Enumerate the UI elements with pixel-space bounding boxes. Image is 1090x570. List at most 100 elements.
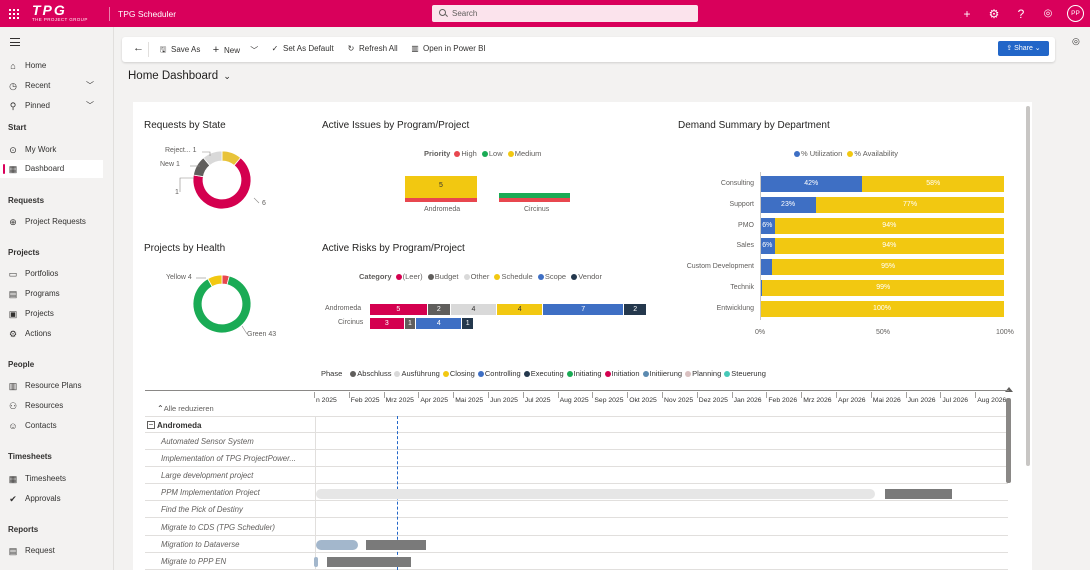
app-launcher-icon[interactable]: [9, 9, 19, 19]
avatar[interactable]: PP: [1067, 5, 1084, 22]
legend-item-low[interactable]: Low: [481, 149, 503, 158]
phase-legend-item[interactable]: Abschluss: [350, 369, 391, 378]
refresh-all-button[interactable]: ↻ Refresh All: [346, 44, 398, 53]
risk-bar-segment[interactable]: 5: [370, 304, 428, 315]
phase-legend-item[interactable]: Initiierung: [642, 369, 682, 378]
chevron-down-icon[interactable]: ⌄: [223, 71, 231, 81]
availability-bar[interactable]: 94%: [774, 238, 1004, 255]
project-name[interactable]: PPM Implementation Project: [161, 488, 260, 498]
gear-icon[interactable]: ⚙: [988, 7, 1000, 21]
sidebar-item-home[interactable]: ⌂ Home: [0, 57, 103, 75]
gantt-row[interactable]: Migration to Dataverse: [145, 536, 1008, 553]
sidebar-item-pinned[interactable]: ⚲ Pinned ﹀: [0, 97, 103, 115]
chevron-down-icon[interactable]: ﹀: [86, 101, 94, 110]
sidebar-item-dashboard[interactable]: ▦ Dashboard: [0, 160, 103, 178]
legend-item-budget[interactable]: Budget: [427, 272, 459, 281]
donut-slice[interactable]: [202, 150, 223, 167]
utilization-bar[interactable]: 6%: [760, 217, 775, 234]
gantt-row[interactable]: PPM Implementation Project: [145, 484, 1008, 502]
set-as-default-button[interactable]: ✓ Set As Default: [270, 44, 334, 53]
availability-bar[interactable]: 100%: [760, 300, 1004, 317]
gantt-scrollbar[interactable]: [1006, 398, 1011, 483]
new-button[interactable]: + New ﹀: [211, 44, 258, 56]
legend-item-schedule[interactable]: Schedule: [494, 272, 533, 281]
utilization-bar[interactable]: 6%: [760, 238, 775, 255]
legend-item-high[interactable]: High: [454, 149, 477, 158]
back-arrow-icon[interactable]: ←: [133, 42, 144, 54]
project-name[interactable]: Migration to Dataverse: [161, 539, 240, 549]
phase-legend-item[interactable]: Controlling: [477, 369, 521, 378]
chevron-down-icon[interactable]: ﹀: [250, 46, 259, 55]
phase-legend-item[interactable]: Closing: [442, 369, 475, 378]
issue-bar-medium[interactable]: 5: [405, 175, 477, 198]
gantt-row[interactable]: Migrate to CDS (TPG Scheduler): [145, 519, 1008, 536]
gantt-row[interactable]: Find the Pick of Destiny: [145, 501, 1008, 519]
add-icon[interactable]: +: [963, 7, 971, 21]
open-in-power-bi-button[interactable]: ▥ Open in Power BI: [410, 44, 485, 53]
legend-item-scope[interactable]: Scope: [537, 272, 566, 281]
gantt-row[interactable]: Migrate to PPP EN: [145, 553, 1008, 570]
risk-bar-segment[interactable]: 4: [416, 318, 463, 329]
gantt-group-row[interactable]: − Andromeda: [145, 416, 1008, 433]
gantt-bar-ausfuehrung[interactable]: [316, 489, 875, 499]
panel-scrollbar[interactable]: [1026, 106, 1030, 466]
issue-bar-high[interactable]: [499, 197, 570, 202]
collapse-icon[interactable]: −: [147, 420, 155, 429]
availability-bar[interactable]: 99%: [762, 280, 1004, 296]
phase-legend-item[interactable]: Planning: [685, 369, 721, 378]
availability-bar[interactable]: 77%: [816, 196, 1004, 213]
legend-item-leer[interactable]: (Leer): [395, 272, 423, 281]
sidebar-item-project-requests[interactable]: ⊕ Project Requests: [0, 213, 103, 231]
gantt-bar-abschluss[interactable]: [327, 557, 411, 567]
sidebar-item-portfolios[interactable]: ▭ Portfolios: [0, 265, 103, 283]
app-title[interactable]: TPG Scheduler: [118, 9, 177, 19]
save-as-button[interactable]: 🖫 Save As: [158, 44, 201, 58]
utilization-bar[interactable]: 42%: [760, 176, 863, 192]
help-icon[interactable]: ?: [1017, 7, 1025, 21]
sidebar-item-actions[interactable]: ⚙ Actions: [0, 325, 103, 343]
chevron-down-icon[interactable]: ﹀: [86, 81, 94, 90]
utilization-bar[interactable]: [760, 280, 763, 296]
risk-bar-segment[interactable]: 2: [427, 304, 451, 315]
availability-bar[interactable]: 95%: [772, 259, 1004, 276]
risk-bar-segment[interactable]: 1: [462, 318, 474, 329]
donut-slice[interactable]: [192, 275, 252, 334]
phase-legend-item[interactable]: Initiation: [604, 369, 640, 378]
sidebar-item-resources[interactable]: ⚇ Resources: [0, 397, 103, 415]
risk-bar-segment[interactable]: 7: [543, 304, 625, 315]
sidebar-item-recent[interactable]: ◷ Recent ﹀: [0, 77, 103, 95]
gantt-row[interactable]: Automated Sensor System: [145, 433, 1008, 450]
gantt-bar-abschluss[interactable]: [366, 540, 426, 550]
legend-item-vendor[interactable]: Vendor: [571, 272, 602, 281]
sidebar-item-projects[interactable]: ▣ Projects: [0, 305, 103, 323]
sidebar-item-timesheets[interactable]: ▦ Timesheets: [0, 470, 103, 488]
sidebar-item-contacts[interactable]: ☺ Contacts: [0, 417, 103, 435]
risk-bar-segment[interactable]: 4: [497, 304, 544, 315]
risk-bar-segment[interactable]: 3: [370, 318, 405, 329]
availability-bar[interactable]: 58%: [862, 176, 1004, 192]
issue-bar-low[interactable]: [499, 193, 570, 198]
project-name[interactable]: Large development project: [161, 471, 254, 481]
availability-bar[interactable]: 94%: [774, 217, 1004, 234]
risk-bar-segment[interactable]: 1: [404, 318, 417, 329]
share-button[interactable]: ⇪ Share ⌄: [998, 41, 1049, 56]
legend-item-medium[interactable]: Medium: [507, 149, 541, 158]
assistant-icon[interactable]: ◎: [1043, 8, 1053, 19]
tpg-logo[interactable]: TPG THE PROJECT GROUP: [32, 3, 106, 24]
hamburger-menu-icon[interactable]: [10, 38, 20, 46]
project-name[interactable]: Migrate to PPP EN: [161, 556, 227, 566]
risk-bar-segment[interactable]: 2: [624, 304, 648, 315]
donut-slice[interactable]: [192, 157, 252, 210]
donut-slice[interactable]: [207, 274, 223, 288]
gantt-bar-initiierung[interactable]: [316, 540, 358, 550]
phase-legend-item[interactable]: Ausführung: [394, 369, 440, 378]
gantt-row[interactable]: Large development project: [145, 467, 1008, 485]
utilization-bar[interactable]: 23%: [760, 196, 817, 213]
gantt-row[interactable]: Implementation of TPG ProjectPower...: [145, 450, 1008, 468]
project-name[interactable]: Find the Pick of Destiny: [161, 505, 243, 515]
legend-item-availability[interactable]: % Availability: [847, 149, 898, 158]
search-input[interactable]: Search: [432, 5, 698, 22]
legend-item-other[interactable]: Other: [463, 272, 489, 281]
sidebar-item-my-work[interactable]: ⊙ My Work: [0, 141, 103, 159]
copilot-icon[interactable]: ◎: [1072, 36, 1080, 46]
